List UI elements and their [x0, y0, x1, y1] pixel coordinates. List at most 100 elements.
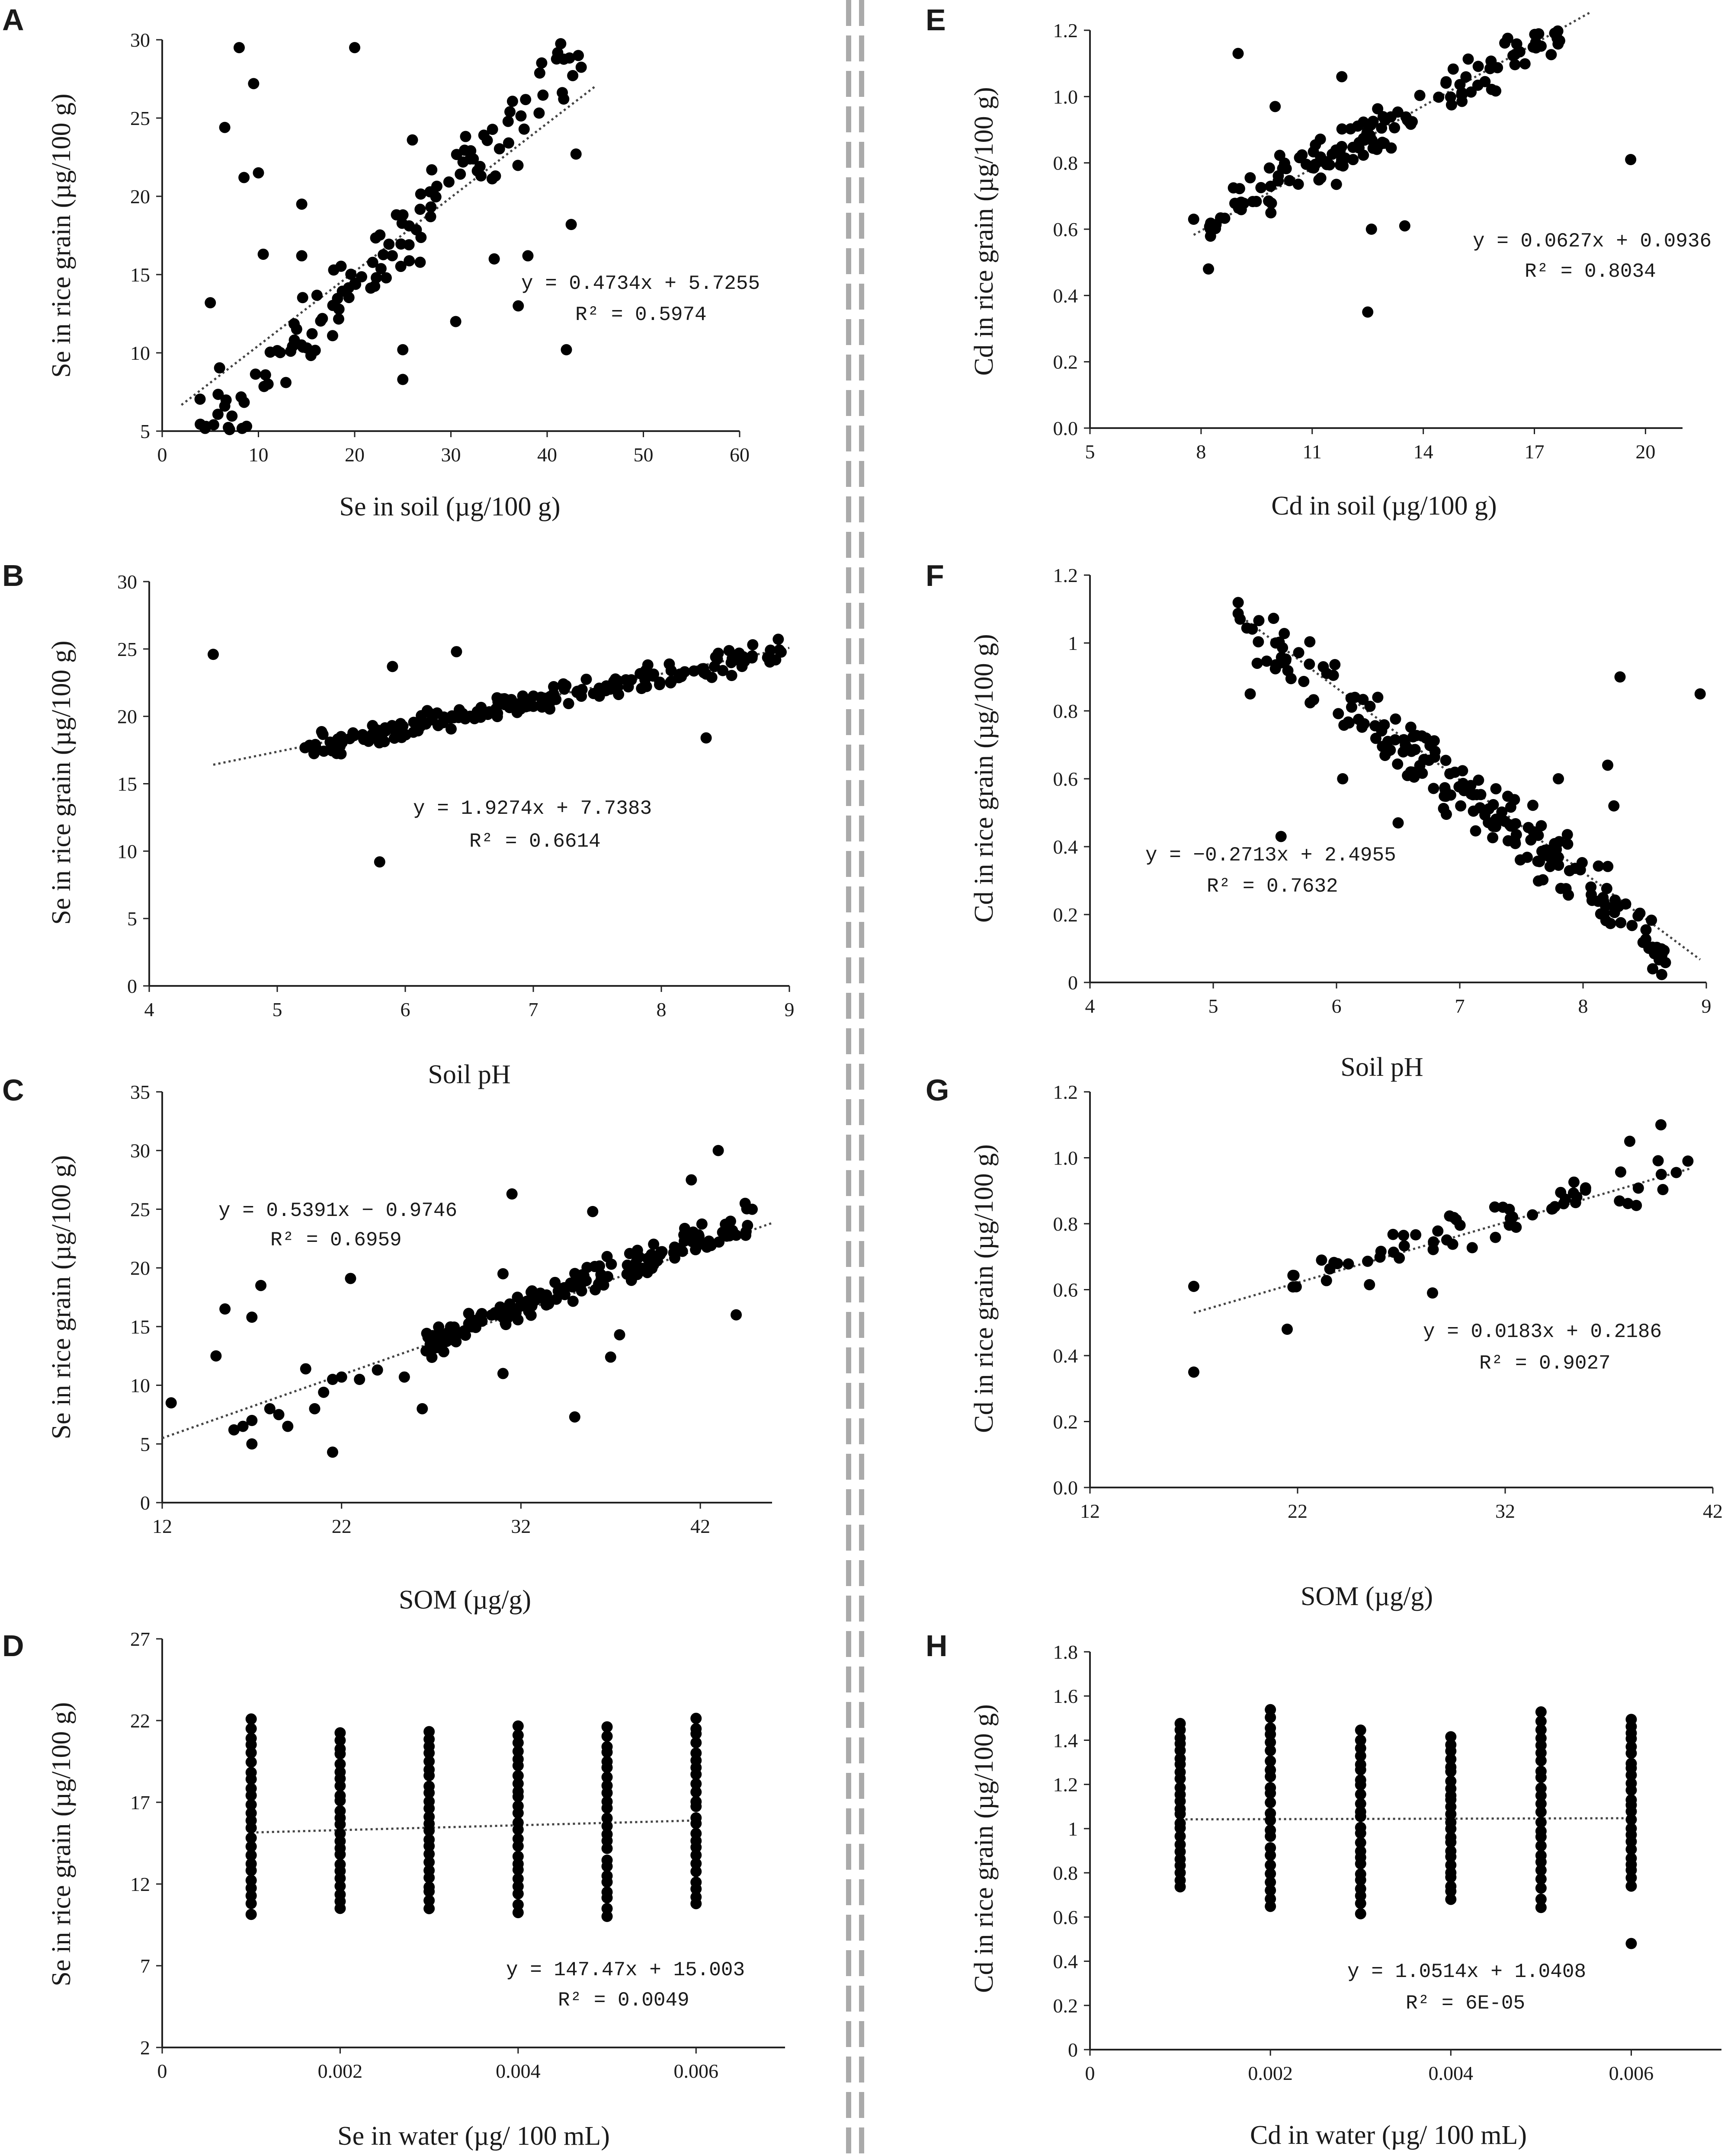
panel-b: B 4 5 6 7 8 9 0 5 10 15 20 25 30 Soil pH Se in rice … — [2, 559, 795, 1089]
data-point — [1398, 734, 1410, 745]
data-point — [1444, 768, 1456, 780]
data-point — [512, 1817, 524, 1829]
data-point — [1682, 1155, 1694, 1167]
data-point — [1389, 122, 1401, 134]
r-squared-e: R² = 0.8034 — [1525, 260, 1656, 283]
x-tick-label: 4 — [1085, 995, 1095, 1017]
data-point — [690, 1828, 702, 1839]
panel-h: H 0 0.002 0.004 0.006 0 0.2 0.4 0.6 0.8 1 1.2 1.4 1.… — [926, 1629, 1721, 2150]
data-point — [1535, 1766, 1547, 1777]
data-point — [1263, 162, 1275, 174]
data-point — [333, 313, 344, 325]
data-point — [512, 1851, 524, 1862]
data-point — [1392, 817, 1404, 829]
data-point — [423, 1865, 435, 1876]
r-squared-d: R² = 0.0049 — [558, 1989, 689, 2012]
equation-h: y = 1.0514x + 1.0408 — [1347, 1961, 1586, 1983]
data-point — [1640, 924, 1652, 936]
data-point — [371, 272, 382, 284]
data-point — [1549, 27, 1561, 39]
y-tick-label: 0.2 — [1053, 1995, 1078, 2017]
y-tick-label: 12 — [130, 1873, 150, 1895]
data-point — [245, 1723, 257, 1734]
y-axis-title-h: Cd in rice grain (µg/100 g) — [969, 1704, 999, 1993]
data-point — [624, 1248, 635, 1259]
data-point — [395, 261, 407, 272]
data-point — [309, 1403, 321, 1414]
data-point — [1403, 116, 1415, 128]
data-point — [1287, 1270, 1299, 1281]
data-point — [395, 718, 407, 729]
data-point — [1446, 99, 1457, 111]
data-point — [349, 42, 360, 54]
data-point — [497, 1368, 509, 1379]
panel-letter-h: H — [926, 1629, 948, 1663]
y-tick-label: 0.0 — [1053, 417, 1078, 439]
data-point — [1284, 175, 1295, 186]
data-point — [523, 1305, 535, 1317]
x-tick-label: 0.004 — [496, 2060, 541, 2082]
data-point — [1485, 55, 1497, 67]
data-point — [1330, 179, 1342, 190]
data-point — [475, 701, 487, 713]
r-squared-a: R² = 0.5974 — [575, 304, 707, 326]
data-point — [224, 424, 235, 435]
data-point — [1308, 146, 1319, 158]
data-point — [570, 148, 582, 160]
x-tick-label: 9 — [1702, 995, 1712, 1017]
data-point — [327, 1374, 338, 1385]
data-point — [1535, 1715, 1547, 1727]
y-tick-label: 10 — [130, 1375, 150, 1397]
data-point — [1265, 1755, 1276, 1767]
trend-line — [1193, 1167, 1692, 1314]
trend-line — [1180, 1817, 1631, 1820]
data-point — [1535, 1724, 1547, 1736]
data-point — [345, 269, 357, 280]
data-point — [504, 106, 516, 118]
data-point — [601, 1886, 613, 1898]
data-point — [1551, 844, 1562, 855]
data-point — [1447, 63, 1459, 75]
data-point — [1188, 1280, 1199, 1292]
data-point — [512, 1907, 524, 1919]
x-tick-label: 9 — [785, 998, 795, 1020]
data-point — [257, 248, 269, 260]
data-point — [688, 665, 700, 677]
data-point — [308, 748, 320, 759]
y-tick-label: 20 — [117, 706, 137, 728]
y-tick-label: 1 — [1068, 632, 1078, 654]
y-tick-label: 0.6 — [1053, 1279, 1078, 1301]
data-point — [512, 1753, 524, 1765]
panel-letter-a: A — [2, 3, 24, 37]
data-point — [540, 1299, 552, 1311]
y-tick-label: 0.6 — [1053, 218, 1078, 240]
data-point — [311, 289, 323, 301]
x-tick-label: 7 — [1455, 995, 1465, 1017]
data-point — [453, 712, 465, 723]
data-point — [1535, 1755, 1547, 1766]
y-tick-label: 0 — [140, 1492, 150, 1514]
data-point — [525, 699, 537, 711]
x-tick-label: 5 — [272, 998, 282, 1020]
data-point — [423, 1795, 435, 1807]
data-point — [1265, 1842, 1276, 1854]
data-point — [725, 657, 737, 669]
data-point — [1576, 857, 1588, 869]
data-point — [1535, 1882, 1547, 1894]
data-point — [264, 1403, 276, 1414]
y-tick-label: 0.2 — [1053, 1411, 1078, 1433]
data-point — [1625, 1843, 1637, 1855]
data-point — [1294, 152, 1305, 163]
data-point — [426, 164, 438, 176]
x-tick-label: 20 — [345, 444, 365, 466]
data-point — [502, 115, 514, 127]
data-point — [1614, 1195, 1625, 1207]
data-point — [458, 1325, 470, 1337]
x-tick-label: 0 — [157, 2060, 167, 2082]
data-point — [690, 1858, 702, 1869]
data-point — [1399, 220, 1410, 232]
panel-a: A 0 10 20 30 40 50 60 5 10 15 20 25 30 Se in soil (µ… — [2, 3, 760, 521]
data-point — [1174, 1766, 1186, 1778]
data-point — [1244, 688, 1256, 700]
x-axis-title-a: Se in soil (µg/100 g) — [339, 492, 560, 521]
